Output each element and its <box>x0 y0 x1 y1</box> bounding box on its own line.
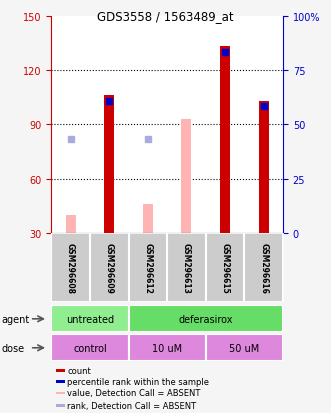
Text: count: count <box>68 366 91 375</box>
Bar <box>56 380 65 383</box>
Text: deferasirox: deferasirox <box>178 314 233 324</box>
Bar <box>143 204 153 233</box>
Bar <box>220 47 230 233</box>
Text: percentile rank within the sample: percentile rank within the sample <box>68 377 210 386</box>
Bar <box>259 102 269 233</box>
Text: GSM296616: GSM296616 <box>259 242 268 293</box>
Bar <box>51 306 128 332</box>
Text: 50 uM: 50 uM <box>229 343 260 353</box>
Text: GSM296609: GSM296609 <box>105 242 114 293</box>
Text: GSM296615: GSM296615 <box>220 242 230 293</box>
Bar <box>128 306 283 332</box>
Bar <box>66 215 75 233</box>
Bar <box>206 335 283 361</box>
Bar <box>56 404 65 406</box>
Bar <box>128 335 206 361</box>
Text: control: control <box>73 343 107 353</box>
Text: GSM296613: GSM296613 <box>182 242 191 293</box>
Bar <box>56 369 65 372</box>
Text: untreated: untreated <box>66 314 114 324</box>
Bar <box>56 392 65 394</box>
Text: GSM296612: GSM296612 <box>143 242 152 293</box>
Text: GDS3558 / 1563489_at: GDS3558 / 1563489_at <box>97 10 234 23</box>
Text: agent: agent <box>2 314 30 324</box>
Text: 10 uM: 10 uM <box>152 343 182 353</box>
Bar <box>181 119 191 233</box>
Text: rank, Detection Call = ABSENT: rank, Detection Call = ABSENT <box>68 401 197 410</box>
Text: GSM296608: GSM296608 <box>66 242 75 293</box>
Text: dose: dose <box>2 343 25 353</box>
Text: value, Detection Call = ABSENT: value, Detection Call = ABSENT <box>68 388 201 397</box>
Bar <box>104 96 114 233</box>
Bar <box>51 335 128 361</box>
